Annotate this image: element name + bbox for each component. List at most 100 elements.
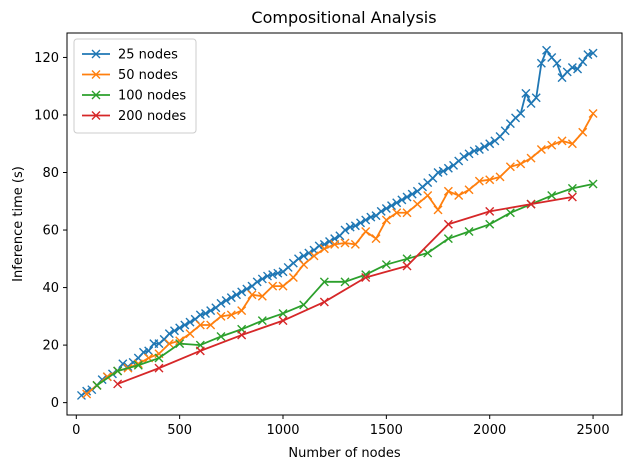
data-point xyxy=(531,93,541,103)
data-point xyxy=(226,293,236,303)
data-point xyxy=(526,199,536,209)
data-point xyxy=(175,339,185,349)
y-tick-label: 120 xyxy=(34,51,59,66)
legend-marker xyxy=(91,111,101,120)
data-point xyxy=(423,248,433,258)
data-point xyxy=(474,176,484,186)
data-point xyxy=(361,273,371,282)
data-point xyxy=(304,248,314,258)
data-point xyxy=(454,191,464,201)
series-line xyxy=(117,196,573,385)
data-point xyxy=(392,198,402,208)
series-line xyxy=(96,183,594,387)
data-point xyxy=(226,310,236,320)
data-point xyxy=(402,261,412,271)
data-point xyxy=(175,323,185,333)
data-point xyxy=(263,271,272,281)
data-point xyxy=(542,45,552,55)
legend-marker xyxy=(91,49,101,59)
data-point xyxy=(500,126,510,136)
x-tick-label: 0 xyxy=(72,423,80,438)
data-point xyxy=(402,208,412,218)
data-point xyxy=(319,277,329,287)
data-point xyxy=(216,298,226,308)
data-point xyxy=(169,326,179,336)
data-point xyxy=(299,260,309,270)
x-tick-label: 2500 xyxy=(577,423,610,438)
data-point xyxy=(485,175,495,185)
x-tick-label: 500 xyxy=(167,423,192,438)
series-layer xyxy=(76,45,598,400)
data-point xyxy=(459,152,469,162)
x-axis-label: Number of nodes xyxy=(288,446,400,461)
data-point xyxy=(356,218,366,228)
data-point xyxy=(387,201,397,211)
x-tick-label: 2000 xyxy=(473,423,506,438)
data-point xyxy=(361,226,371,236)
data-point xyxy=(588,179,598,189)
y-tick-label: 20 xyxy=(42,339,59,354)
y-tick-label: 40 xyxy=(42,281,59,296)
data-point xyxy=(521,88,531,98)
data-point xyxy=(381,215,391,225)
data-point xyxy=(366,212,376,222)
y-tick-label: 80 xyxy=(42,166,59,181)
legend-item: 100 nodes xyxy=(82,89,186,104)
data-point xyxy=(433,205,443,215)
data-point xyxy=(221,296,231,306)
data-point xyxy=(578,127,588,137)
data-point xyxy=(588,109,598,119)
plot-frame xyxy=(66,32,623,416)
data-point xyxy=(278,316,288,326)
data-point xyxy=(547,191,557,201)
data-point xyxy=(505,162,515,172)
data-point xyxy=(268,281,278,291)
legend-marker xyxy=(91,90,101,100)
data-point xyxy=(200,308,210,318)
data-point xyxy=(340,277,350,287)
data-point xyxy=(154,353,164,363)
data-point xyxy=(552,58,562,68)
y-tick-label: 60 xyxy=(42,224,59,239)
data-point xyxy=(392,208,402,218)
data-point xyxy=(485,139,495,149)
data-point xyxy=(402,254,412,264)
data-point xyxy=(319,244,329,254)
data-point xyxy=(381,260,391,270)
data-point xyxy=(216,331,226,341)
data-point xyxy=(345,222,355,232)
legend: 25 nodes 50 nodes 100 nodes 200 nodes xyxy=(73,38,197,134)
data-point xyxy=(495,172,505,182)
data-point xyxy=(423,191,433,201)
data-point xyxy=(485,206,495,216)
plot-area: 0 500 1000 1500 2000 2500 0 20 40 60 80 100 120 xyxy=(34,32,623,438)
data-point xyxy=(164,339,174,349)
data-point xyxy=(268,270,278,280)
data-point xyxy=(464,149,474,159)
data-point xyxy=(247,290,257,300)
series-200-nodes xyxy=(113,192,577,389)
data-point xyxy=(443,219,453,229)
data-point xyxy=(567,139,577,149)
data-point xyxy=(485,219,495,229)
data-point xyxy=(443,234,453,244)
y-tick-label: 0 xyxy=(51,396,59,411)
data-point xyxy=(583,50,593,60)
data-point xyxy=(567,192,577,202)
data-point xyxy=(340,238,350,248)
data-point xyxy=(206,306,216,316)
data-point xyxy=(278,308,288,318)
y-axis-label: Inference time (s) xyxy=(11,166,26,282)
data-point xyxy=(361,215,371,225)
legend-item: 200 nodes xyxy=(82,109,186,124)
data-point xyxy=(381,203,391,213)
data-point xyxy=(237,306,247,316)
x-tick-label: 1000 xyxy=(266,423,299,438)
data-point xyxy=(309,251,319,261)
data-point xyxy=(216,311,226,321)
data-point xyxy=(154,363,164,373)
data-point xyxy=(237,287,247,297)
data-point xyxy=(480,142,490,152)
data-point xyxy=(330,239,340,249)
data-point xyxy=(257,274,267,284)
